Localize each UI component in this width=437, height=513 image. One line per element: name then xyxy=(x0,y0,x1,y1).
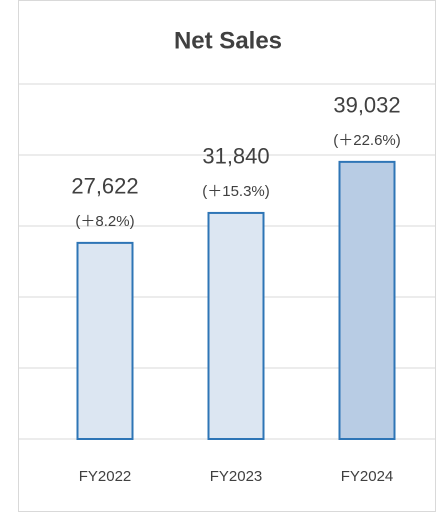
growth-label: (＋8.2%) xyxy=(75,213,134,230)
x-tick-label: FY2022 xyxy=(79,468,132,485)
bar xyxy=(76,241,134,440)
bar xyxy=(207,211,265,440)
growth-label: (＋22.6%) xyxy=(333,132,401,149)
bar xyxy=(338,160,396,440)
x-tick-label: FY2023 xyxy=(210,468,263,485)
value-label: 39,032 xyxy=(333,93,400,118)
value-label: 27,622 xyxy=(71,174,138,199)
x-tick-label: FY2024 xyxy=(341,468,394,485)
growth-label: (＋15.3%) xyxy=(202,183,270,200)
chart-title: Net Sales xyxy=(174,27,282,54)
value-label: 31,840 xyxy=(202,144,269,169)
